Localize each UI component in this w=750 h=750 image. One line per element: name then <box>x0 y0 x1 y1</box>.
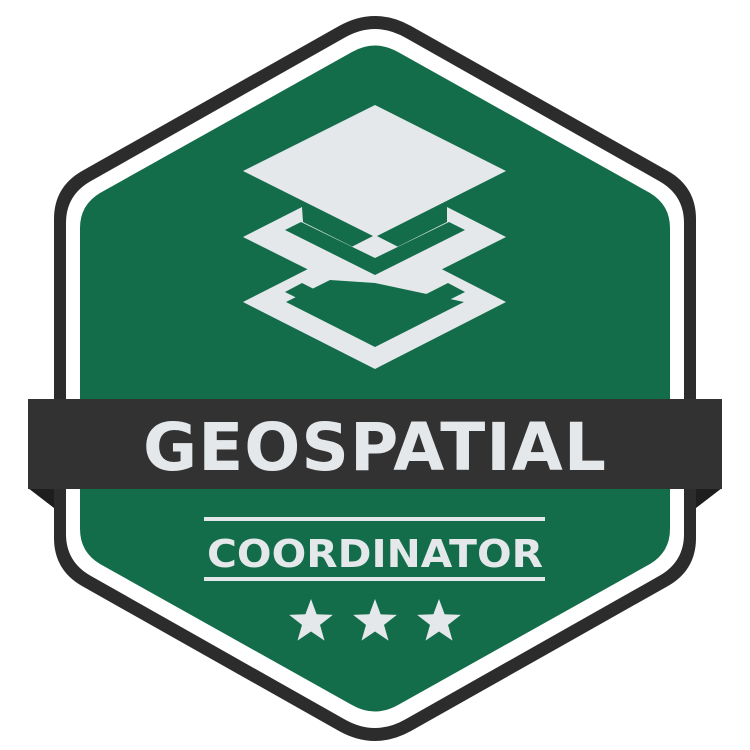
subtitle-rule-top <box>204 517 545 521</box>
subtitle-rule-bottom <box>204 577 545 581</box>
badge-title: GEOSPATIAL <box>143 409 607 486</box>
banner-fold-right <box>696 488 722 508</box>
badge-subtitle: COORDINATOR <box>207 532 543 576</box>
star-icon <box>353 599 397 641</box>
badge-field <box>80 45 670 712</box>
banner-fold-left <box>28 488 54 508</box>
rating-stars <box>289 599 461 641</box>
layer-bottom-hole <box>286 280 464 347</box>
layer-top <box>243 105 506 237</box>
layer-bottom-notch <box>285 283 465 337</box>
title-banner: GEOSPATIAL <box>28 399 722 508</box>
star-icon <box>289 599 333 641</box>
layer-middle-hole <box>285 222 465 275</box>
banner-bar <box>28 399 722 489</box>
star-icon <box>417 599 461 641</box>
